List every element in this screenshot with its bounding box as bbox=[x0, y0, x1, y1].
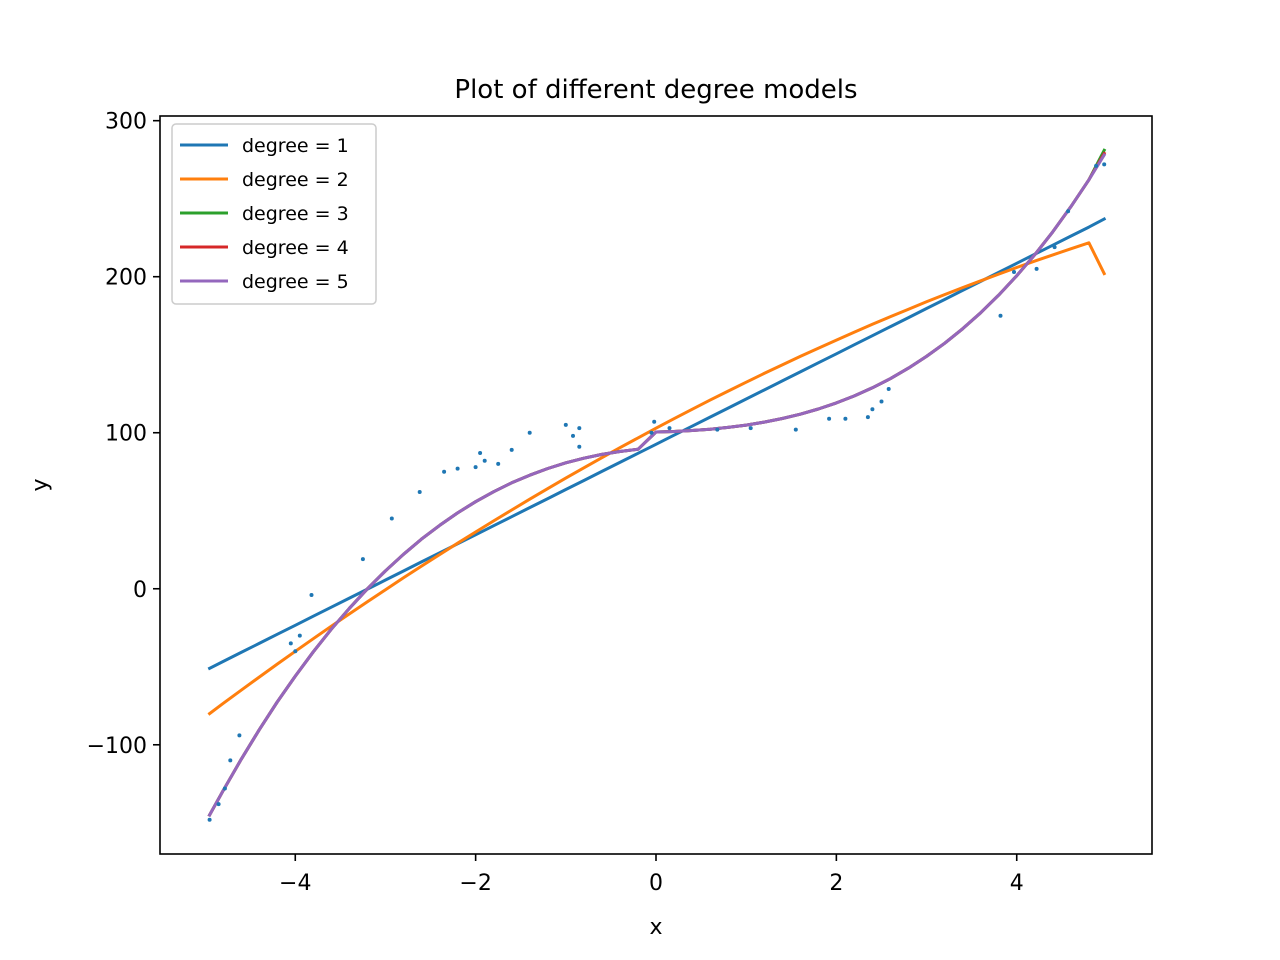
scatter-point bbox=[228, 758, 233, 763]
scatter-points bbox=[207, 162, 1107, 822]
scatter-point bbox=[496, 461, 501, 466]
series-line-5 bbox=[207, 152, 1107, 818]
scatter-point bbox=[667, 426, 672, 431]
legend-label-1: degree = 1 bbox=[242, 135, 349, 157]
series-line-2 bbox=[207, 241, 1107, 716]
scatter-point bbox=[293, 649, 298, 654]
scatter-point bbox=[879, 399, 884, 404]
scatter-point bbox=[478, 451, 483, 455]
scatter-point bbox=[793, 427, 798, 432]
scatter-point bbox=[843, 416, 848, 421]
legend-label-5: degree = 5 bbox=[242, 271, 349, 293]
scatter-point bbox=[1102, 162, 1107, 167]
y-tick-label: −100 bbox=[87, 734, 147, 759]
scatter-point bbox=[389, 516, 394, 521]
scatter-point bbox=[1034, 266, 1039, 271]
plot-area: −4 −2 0 2 4 −100 0 100 200 300 bbox=[87, 110, 1153, 896]
scatter-point bbox=[473, 465, 478, 470]
x-tick-label: −4 bbox=[279, 871, 311, 896]
scatter-point bbox=[577, 426, 582, 431]
scatter-point bbox=[237, 733, 242, 738]
scatter-point bbox=[1012, 270, 1016, 274]
scatter-point bbox=[1094, 163, 1099, 168]
x-tick-label: 2 bbox=[829, 871, 843, 896]
x-tick-label: 0 bbox=[649, 871, 663, 896]
scatter-point bbox=[442, 469, 447, 474]
series-line-1 bbox=[207, 216, 1107, 671]
scatter-point bbox=[288, 641, 293, 646]
scatter-point bbox=[1066, 209, 1071, 214]
scatter-point bbox=[297, 633, 302, 638]
scatter-point bbox=[417, 490, 422, 494]
scatter-point bbox=[715, 427, 720, 432]
scatter-point bbox=[482, 458, 487, 463]
legend-label-3: degree = 3 bbox=[242, 203, 349, 225]
scatter-point bbox=[1052, 245, 1057, 250]
x-tick-label: 4 bbox=[1010, 871, 1024, 896]
scatter-point bbox=[216, 802, 221, 807]
scatter-point bbox=[207, 817, 212, 822]
scatter-point bbox=[527, 430, 532, 435]
legend: degree = 1 degree = 2 degree = 3 degree = 4… bbox=[171, 123, 377, 305]
y-tick-label: 100 bbox=[105, 422, 147, 447]
legend-box bbox=[171, 123, 377, 305]
scatter-point bbox=[455, 466, 460, 471]
series-group bbox=[207, 148, 1107, 818]
x-tick-label: −2 bbox=[459, 871, 491, 896]
scatter-point bbox=[827, 416, 832, 421]
scatter-point bbox=[748, 426, 753, 431]
chart-title: Plot of different degree models bbox=[454, 75, 857, 105]
scatter-point bbox=[886, 387, 891, 391]
legend-label-2: degree = 2 bbox=[242, 169, 349, 191]
scatter-point bbox=[571, 433, 575, 438]
scatter-point bbox=[309, 593, 314, 597]
scatter-point bbox=[652, 419, 657, 424]
y-tick-label: 0 bbox=[133, 578, 147, 603]
y-tick-label: 200 bbox=[105, 266, 147, 291]
scatter-point bbox=[649, 430, 654, 435]
scatter-point bbox=[865, 415, 870, 420]
scatter-point bbox=[222, 786, 227, 791]
legend-label-4: degree = 4 bbox=[242, 237, 349, 259]
scatter-point bbox=[509, 447, 514, 452]
y-axis-title: y bbox=[28, 478, 53, 491]
y-tick-label: 300 bbox=[105, 110, 147, 135]
scatter-point bbox=[577, 444, 582, 449]
scatter-point bbox=[360, 557, 365, 562]
scatter-point bbox=[870, 407, 875, 412]
scatter-point bbox=[563, 422, 568, 427]
scatter-point bbox=[998, 313, 1003, 318]
x-axis-title: x bbox=[649, 915, 662, 940]
